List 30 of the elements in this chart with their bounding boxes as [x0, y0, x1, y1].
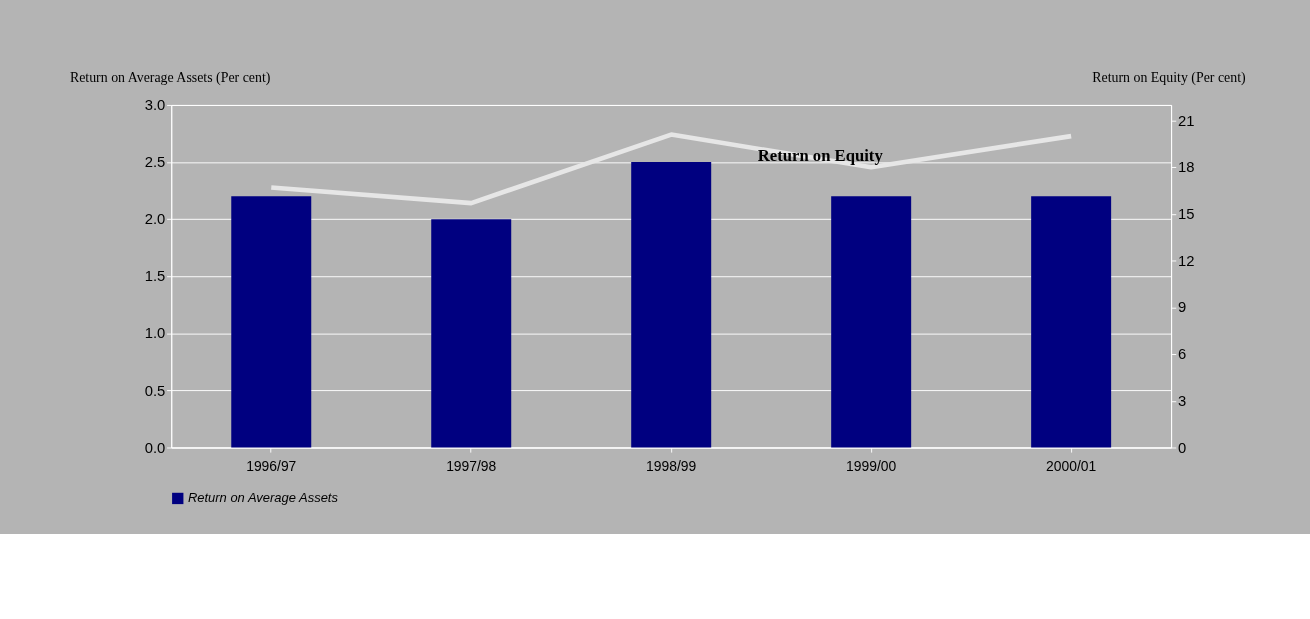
bar	[631, 162, 712, 448]
x-tick-label: 1999/00	[846, 458, 897, 475]
y2-tick-label: 15	[1178, 206, 1195, 223]
y-axis-title: Return on Average Assets (Per cent)	[69, 70, 271, 87]
x-tick-label: 1998/99	[646, 458, 697, 475]
x-tick-label: 1996/97	[246, 458, 297, 475]
y-tick-label: 2.0	[144, 211, 166, 228]
line-series	[268, 132, 1074, 206]
y2-tick-label: 18	[1178, 159, 1195, 176]
bar	[431, 219, 512, 448]
y2-tick-label: 3	[1178, 392, 1187, 409]
y-tick-label: 1.5	[144, 268, 166, 285]
y-tick-label: 0.0	[144, 439, 166, 456]
bar	[231, 196, 312, 448]
y2-tick-label: 0	[1178, 439, 1187, 456]
y-tick-label: 1.0	[144, 325, 166, 342]
legend-label: Return on Average Assets	[187, 490, 339, 506]
bar	[831, 196, 912, 448]
y2-tick-label: 21	[1178, 112, 1195, 129]
bar	[1031, 196, 1112, 448]
y-tick-label: 2.5	[144, 154, 166, 171]
y2-tick-label: 12	[1178, 252, 1195, 269]
y2-tick-label: 9	[1178, 299, 1187, 316]
y2-axis-title: Return on Equity (Per cent)	[1092, 70, 1247, 87]
series-label: Return on Equity	[757, 145, 884, 165]
y-tick-label: 3.0	[144, 97, 166, 114]
x-tick-label: 2000/01	[1046, 458, 1097, 475]
y-tick-label: 0.5	[144, 382, 166, 399]
x-tick-label: 1997/98	[446, 458, 497, 475]
y2-tick-label: 6	[1178, 346, 1187, 363]
